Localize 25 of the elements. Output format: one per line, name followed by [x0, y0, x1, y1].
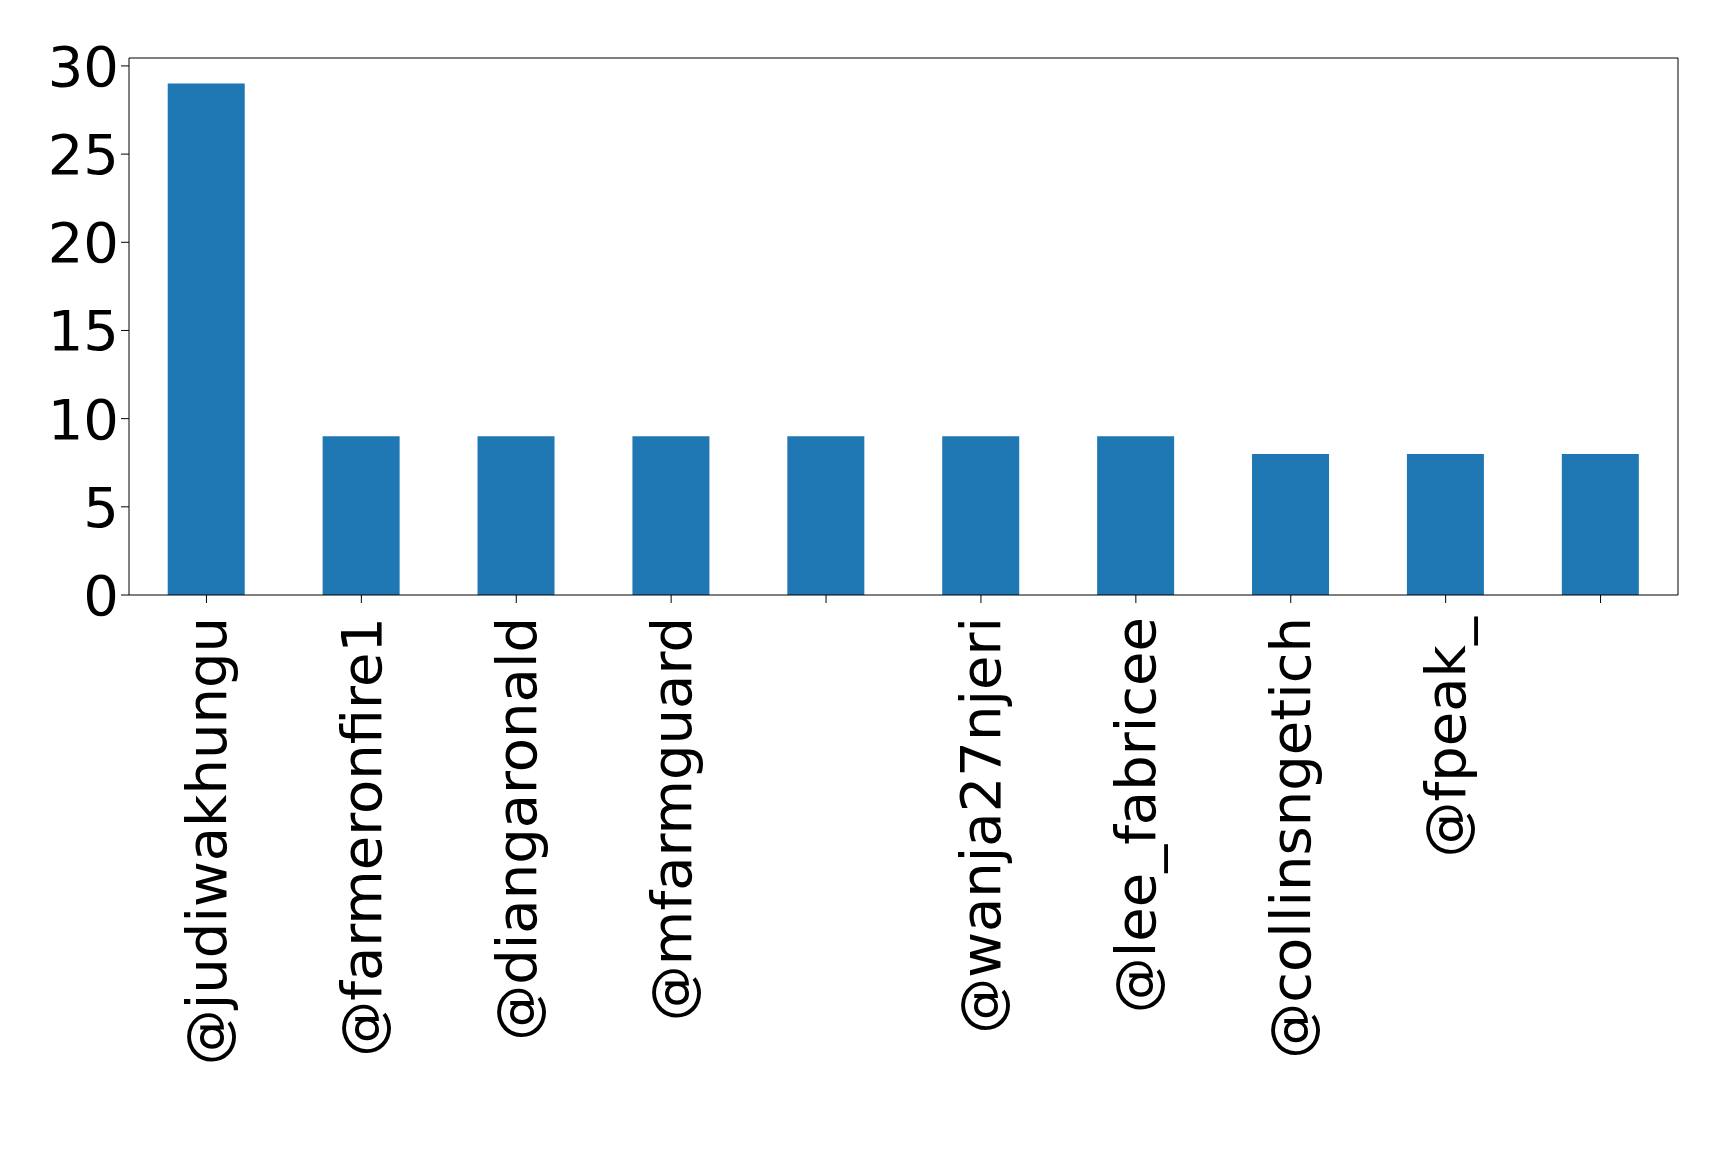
- x-tick-label: @diangaronald: [483, 617, 549, 1041]
- y-tick-label: 25: [47, 121, 119, 187]
- bar: [1406, 453, 1484, 595]
- x-tick-label: @collinsngetich: [1258, 617, 1324, 1059]
- bar: [322, 436, 400, 595]
- y-tick-label: 30: [47, 33, 119, 99]
- x-tick-label: @wanja27njeri: [948, 617, 1014, 1034]
- bar: [1561, 453, 1639, 595]
- y-tick-label: 5: [83, 474, 119, 540]
- y-tick-label: 0: [83, 562, 119, 628]
- y-tick-label: 15: [47, 298, 119, 364]
- x-tick-label: @mfarmguard: [638, 617, 704, 1022]
- x-tick-label: @fpeak_: [1413, 616, 1479, 858]
- x-tick-label: @lee_fabricee: [1103, 617, 1169, 1014]
- bar: [167, 83, 245, 595]
- bar: [1252, 453, 1330, 595]
- bar: [632, 436, 710, 595]
- x-tick-label: @judiwakhungu: [173, 617, 239, 1066]
- bar: [1097, 436, 1175, 595]
- y-tick-label: 10: [47, 386, 119, 452]
- y-tick-label: 20: [47, 210, 119, 276]
- x-tick-label: @farmeronfire1: [328, 617, 394, 1057]
- bar: [942, 436, 1020, 595]
- bar: [787, 436, 865, 595]
- bar: [477, 436, 555, 595]
